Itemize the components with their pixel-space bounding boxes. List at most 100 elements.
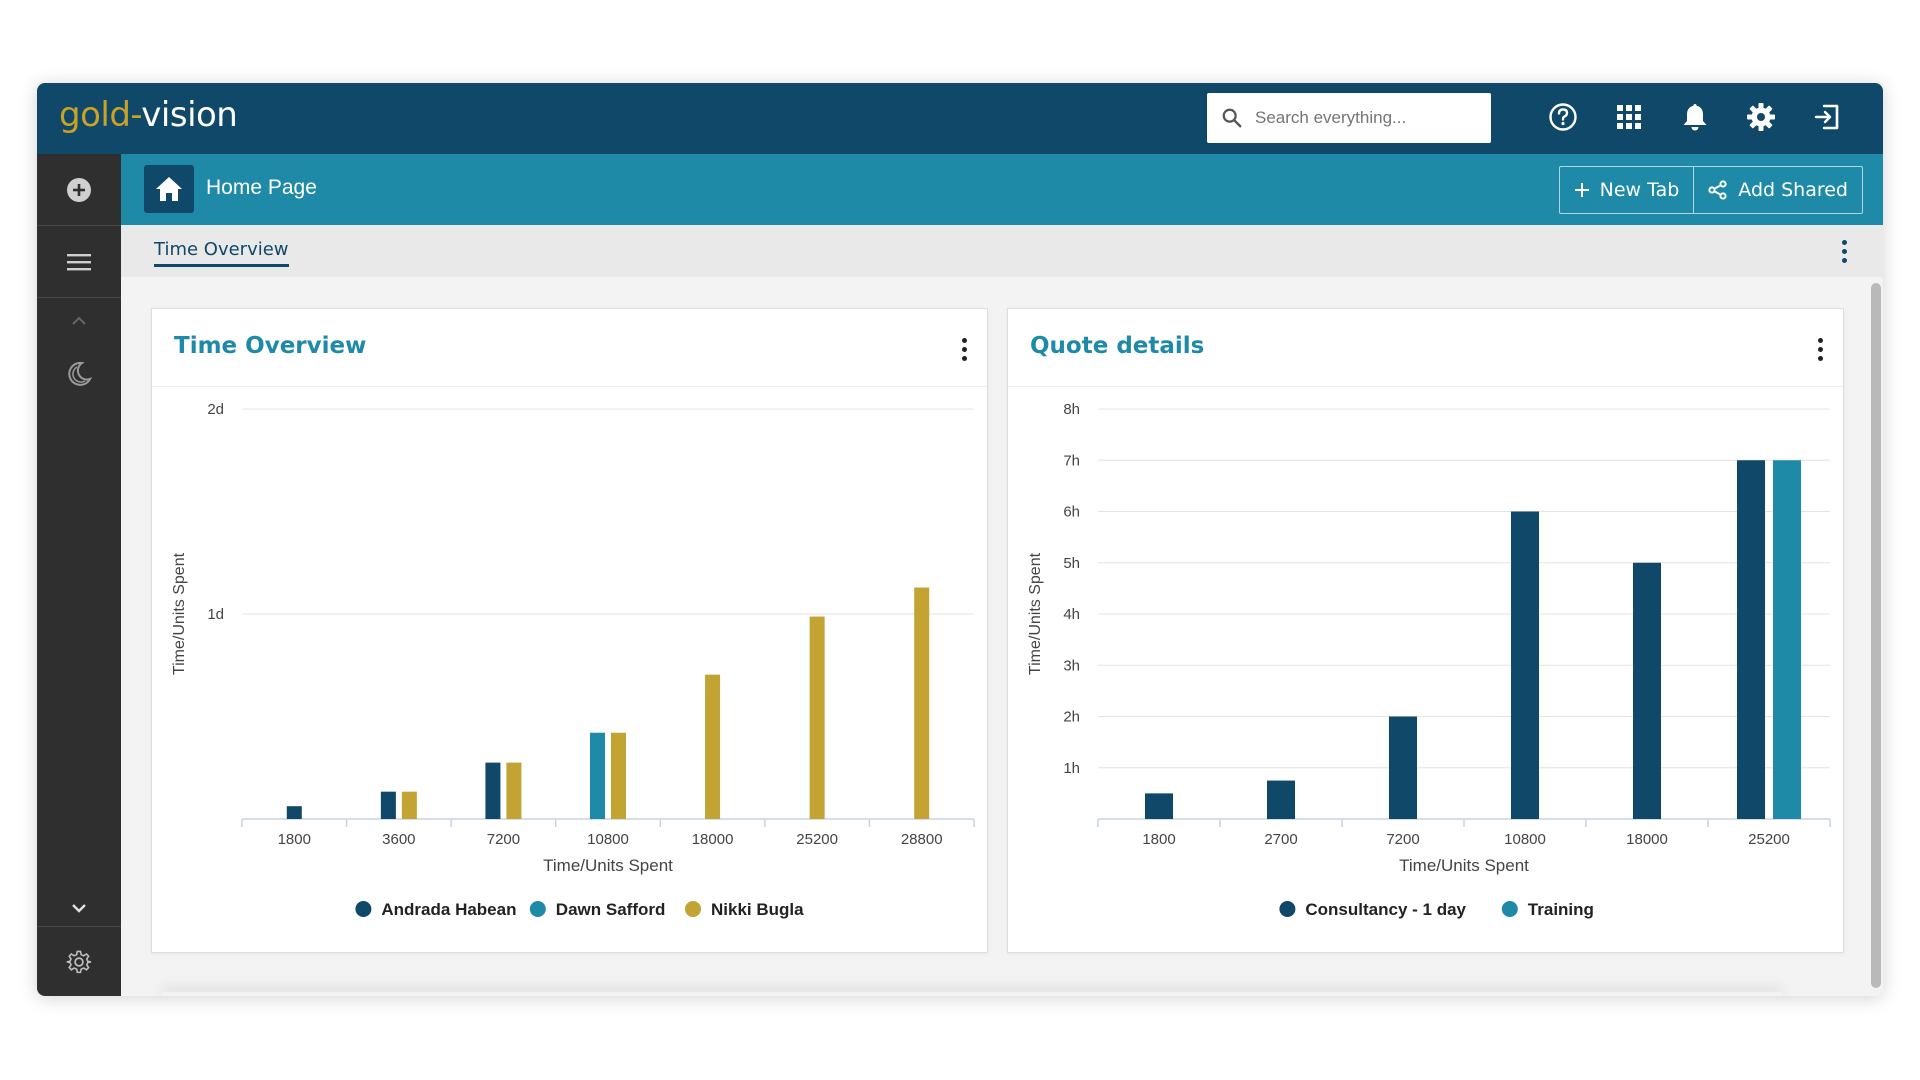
bar: [1145, 793, 1173, 819]
x-tick-label: 18000: [692, 831, 734, 848]
y-tick-label: 8h: [1063, 401, 1080, 418]
time-overview-card: Time Overview 1d 2d 1800 3600 7200 10800 18000…: [151, 308, 988, 953]
legend-label: Training: [1528, 900, 1594, 919]
search-icon: [1222, 108, 1242, 128]
y-tick-label: 1d: [207, 606, 224, 623]
quick-nav-item[interactable]: [37, 349, 121, 399]
legend-marker: [1501, 901, 1518, 917]
bar: [705, 674, 721, 819]
x-tick-label: 7200: [1386, 831, 1419, 848]
add-shared-button[interactable]: Add Shared: [1693, 167, 1862, 213]
y-tick-label: 7h: [1063, 452, 1080, 469]
main-menu-button[interactable]: [37, 226, 121, 297]
scroll-down-button[interactable]: [37, 893, 121, 923]
bar: [485, 762, 501, 819]
scroll-up-button[interactable]: [37, 306, 121, 336]
search-box[interactable]: [1207, 93, 1491, 143]
legend-marker: [685, 901, 701, 917]
apps-grid-icon[interactable]: [1613, 101, 1645, 133]
x-axis-label: Time/Units Spent: [543, 856, 673, 875]
bar: [380, 791, 396, 819]
chevron-down-icon: [72, 904, 86, 913]
sidebar-settings-button[interactable]: [37, 927, 121, 996]
bar: [1511, 511, 1539, 819]
y-tick-label: 5h: [1063, 555, 1080, 572]
card-title: Time Overview: [174, 333, 367, 359]
logo-dash: -: [130, 95, 142, 135]
x-tick-label: 7200: [487, 831, 520, 848]
bar: [1267, 780, 1295, 819]
sign-out-icon[interactable]: [1811, 101, 1843, 133]
y-tick-label: 2h: [1063, 709, 1080, 726]
quote-details-chart: 1h 2h 3h 4h 5h 6h 7h 8h 1800 2700 7200 10800 18000 25…: [1027, 401, 1831, 919]
card-title: Quote details: [1030, 333, 1205, 359]
bar: [1737, 460, 1765, 819]
top-icon-bar: [1547, 101, 1843, 133]
legend-label: Consultancy - 1 day: [1305, 900, 1466, 919]
home-button[interactable]: [144, 165, 194, 213]
home-icon: [156, 177, 182, 201]
moon-icon: [68, 361, 93, 386]
tab-time-overview[interactable]: Time Overview: [154, 239, 289, 267]
x-tick-label: 25200: [1748, 831, 1790, 848]
menu-icon: [67, 253, 91, 270]
y-axis-label: Time/Units Spent: [1027, 552, 1044, 675]
top-bar: gold-vision: [37, 83, 1883, 154]
y-axis-label: Time/Units Spent: [171, 552, 188, 675]
bar: [1633, 562, 1661, 819]
legend-label: Nikki Bugla: [711, 900, 804, 919]
tab-bar: Time Overview: [121, 225, 1883, 277]
x-tick-label: 28800: [901, 831, 943, 848]
gold-vision-logo[interactable]: gold-vision: [59, 95, 238, 135]
legend-marker: [355, 901, 372, 917]
search-input[interactable]: [1253, 107, 1477, 129]
header-button-group: New Tab Add Shared: [1558, 166, 1863, 214]
legend-label: Dawn Safford: [556, 900, 666, 919]
legend-marker: [529, 901, 546, 917]
logo-vision-text: vision: [141, 95, 238, 135]
chevron-up-icon: [72, 316, 86, 325]
bar: [1389, 716, 1417, 819]
card-options-icon[interactable]: [962, 338, 967, 361]
gear-icon[interactable]: [1745, 101, 1777, 133]
y-tick-label: 1h: [1063, 760, 1080, 777]
y-tick-label: 4h: [1063, 606, 1080, 623]
bell-icon[interactable]: [1679, 101, 1711, 133]
dashboard-area: Time Overview 1d 2d 1800 3600 7200 10800 18000…: [121, 277, 1883, 996]
bar: [914, 587, 930, 819]
new-tab-button[interactable]: New Tab: [1560, 167, 1694, 213]
new-tab-label: New Tab: [1599, 179, 1680, 201]
x-tick-label: 1800: [278, 831, 311, 848]
vertical-scrollbar[interactable]: [1871, 283, 1881, 988]
left-sidebar: [37, 154, 121, 996]
x-tick-label: 1800: [1142, 831, 1175, 848]
page-title: Home Page: [206, 176, 317, 199]
add-new-button[interactable]: [37, 154, 121, 225]
x-tick-label: 18000: [1626, 831, 1668, 848]
card-options-icon[interactable]: [1818, 338, 1823, 361]
quote-details-card: Quote details 1h 2h 3h 4h 5h 6h 7h 8h 1800 2700 72…: [1007, 308, 1844, 953]
bar: [590, 732, 605, 819]
settings-icon: [66, 950, 92, 974]
x-tick-label: 10800: [1504, 831, 1546, 848]
plus-icon: [1574, 183, 1589, 197]
bar: [1773, 460, 1801, 819]
bar: [809, 616, 825, 819]
legend-label: Andrada Habean: [381, 900, 516, 919]
x-tick-label: 25200: [796, 831, 838, 848]
x-axis-label: Time/Units Spent: [1399, 856, 1529, 875]
bar: [611, 732, 626, 819]
x-tick-label: 2700: [1264, 831, 1297, 848]
help-icon[interactable]: [1547, 101, 1579, 133]
share-icon: [1708, 180, 1727, 200]
app-window: gold-vision: [37, 83, 1883, 996]
tab-options-icon[interactable]: [1842, 240, 1847, 263]
plus-circle-icon: [67, 177, 91, 202]
logo-gold-text: gold: [59, 95, 131, 135]
y-tick-label: 3h: [1063, 657, 1080, 674]
bar: [286, 806, 302, 819]
page-header: Home Page New Tab Add Shared: [121, 154, 1883, 225]
x-tick-label: 3600: [382, 831, 415, 848]
add-shared-label: Add Shared: [1738, 179, 1848, 201]
bar: [506, 762, 522, 819]
